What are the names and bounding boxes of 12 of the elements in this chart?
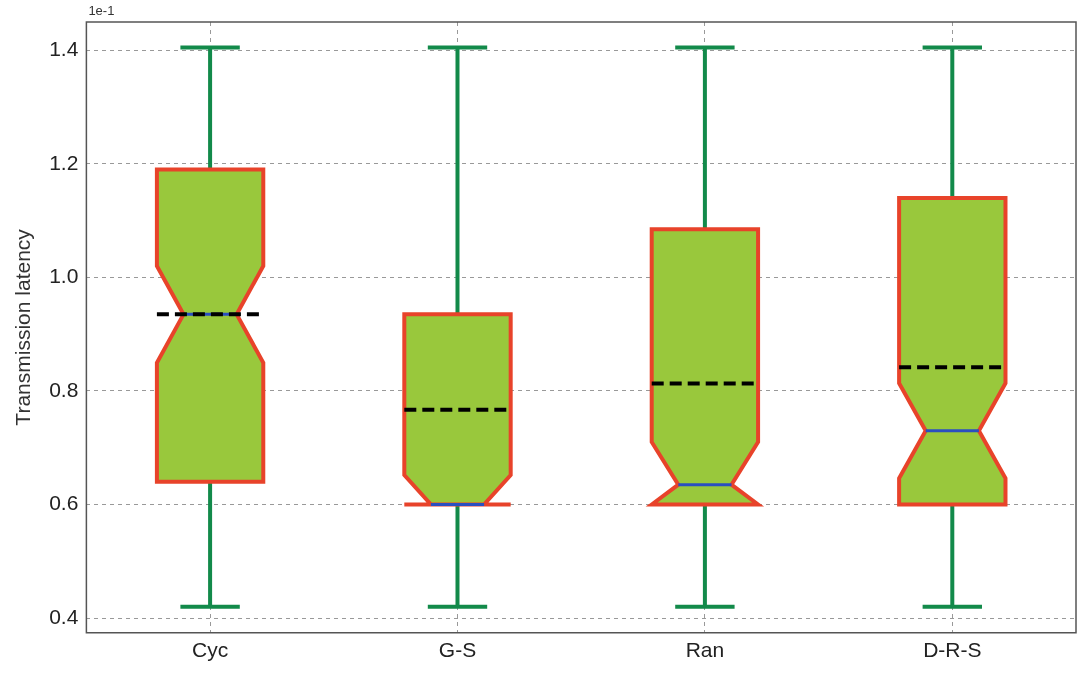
x-tick-label: Cyc: [192, 638, 229, 662]
y-tick-label: 1.4: [49, 37, 79, 61]
x-tick-label: D-R-S: [923, 638, 982, 662]
x-tick-label: Ran: [685, 638, 725, 662]
y-tick-label: 0.6: [49, 491, 79, 515]
y-tick-label: 0.4: [49, 604, 79, 628]
y-tick-label: 1.0: [49, 264, 79, 288]
y-axis-title: Transmission latency: [11, 228, 35, 426]
y-tick-label: 0.8: [49, 377, 79, 401]
x-tick-label: G-S: [438, 638, 477, 662]
y-tick-label: 1.2: [49, 150, 79, 174]
text: 1e-1: [88, 3, 115, 19]
